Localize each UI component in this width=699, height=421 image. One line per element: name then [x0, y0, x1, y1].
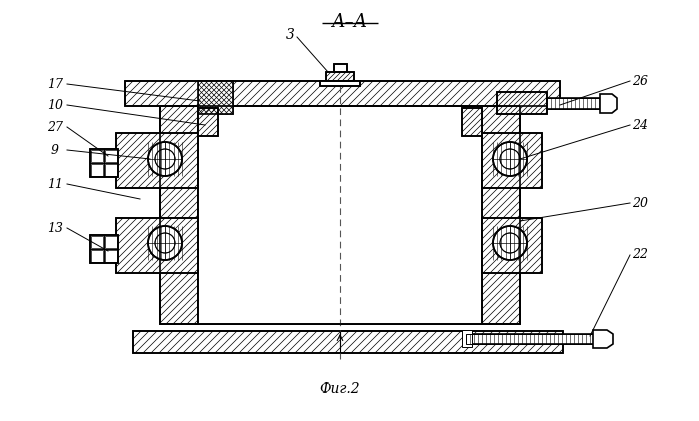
Bar — [466, 334, 596, 344]
Bar — [116, 218, 198, 273]
Circle shape — [493, 142, 527, 176]
Bar — [90, 235, 118, 263]
Bar — [334, 64, 347, 72]
Bar — [198, 108, 218, 136]
Text: 20: 20 — [632, 197, 648, 210]
Polygon shape — [593, 330, 613, 348]
Bar — [105, 150, 117, 162]
Bar — [198, 108, 218, 136]
Bar — [125, 81, 560, 106]
Bar — [326, 72, 354, 81]
Bar — [198, 81, 233, 114]
Text: 9: 9 — [51, 144, 59, 157]
Bar — [547, 98, 602, 109]
Text: 13: 13 — [47, 221, 63, 234]
Bar — [90, 235, 118, 263]
Bar — [133, 331, 563, 353]
Bar — [462, 330, 472, 347]
Circle shape — [148, 226, 182, 260]
Bar — [482, 106, 520, 324]
Bar — [320, 81, 360, 86]
Bar — [466, 334, 596, 344]
Bar — [482, 133, 542, 188]
Text: А–А: А–А — [331, 13, 367, 31]
Bar — [105, 164, 117, 176]
Bar — [466, 332, 470, 346]
Text: 3: 3 — [286, 28, 294, 42]
Text: 10: 10 — [47, 99, 63, 112]
Bar — [116, 133, 198, 188]
Bar — [116, 218, 198, 273]
Bar — [91, 150, 103, 162]
Bar — [105, 236, 117, 248]
Polygon shape — [600, 94, 617, 113]
Bar — [320, 81, 360, 86]
Bar — [125, 81, 560, 106]
Bar — [497, 92, 547, 114]
Bar — [547, 98, 602, 109]
Text: 26: 26 — [632, 75, 648, 88]
Bar — [462, 108, 482, 136]
Text: 22: 22 — [632, 248, 648, 261]
Bar — [160, 106, 198, 324]
Bar — [91, 236, 103, 248]
Bar — [105, 250, 117, 262]
Text: 27: 27 — [47, 120, 63, 133]
Bar — [482, 133, 542, 188]
Bar — [160, 106, 520, 324]
Text: 17: 17 — [47, 77, 63, 91]
Bar — [133, 331, 563, 353]
Bar — [497, 92, 547, 114]
Text: Фиг.2: Фиг.2 — [319, 382, 360, 396]
Text: 24: 24 — [632, 118, 648, 131]
Bar — [91, 250, 103, 262]
Bar — [198, 106, 482, 324]
Bar — [482, 218, 542, 273]
Bar — [482, 218, 542, 273]
Bar — [198, 81, 233, 114]
Circle shape — [493, 226, 527, 260]
Bar — [160, 106, 198, 324]
Circle shape — [148, 142, 182, 176]
Bar — [482, 106, 520, 324]
Bar — [116, 133, 198, 188]
Bar — [334, 64, 347, 72]
Bar — [90, 149, 118, 177]
Bar — [91, 164, 103, 176]
Text: 11: 11 — [47, 178, 63, 190]
Bar — [462, 108, 482, 136]
Bar — [90, 149, 118, 177]
Bar — [326, 72, 354, 81]
